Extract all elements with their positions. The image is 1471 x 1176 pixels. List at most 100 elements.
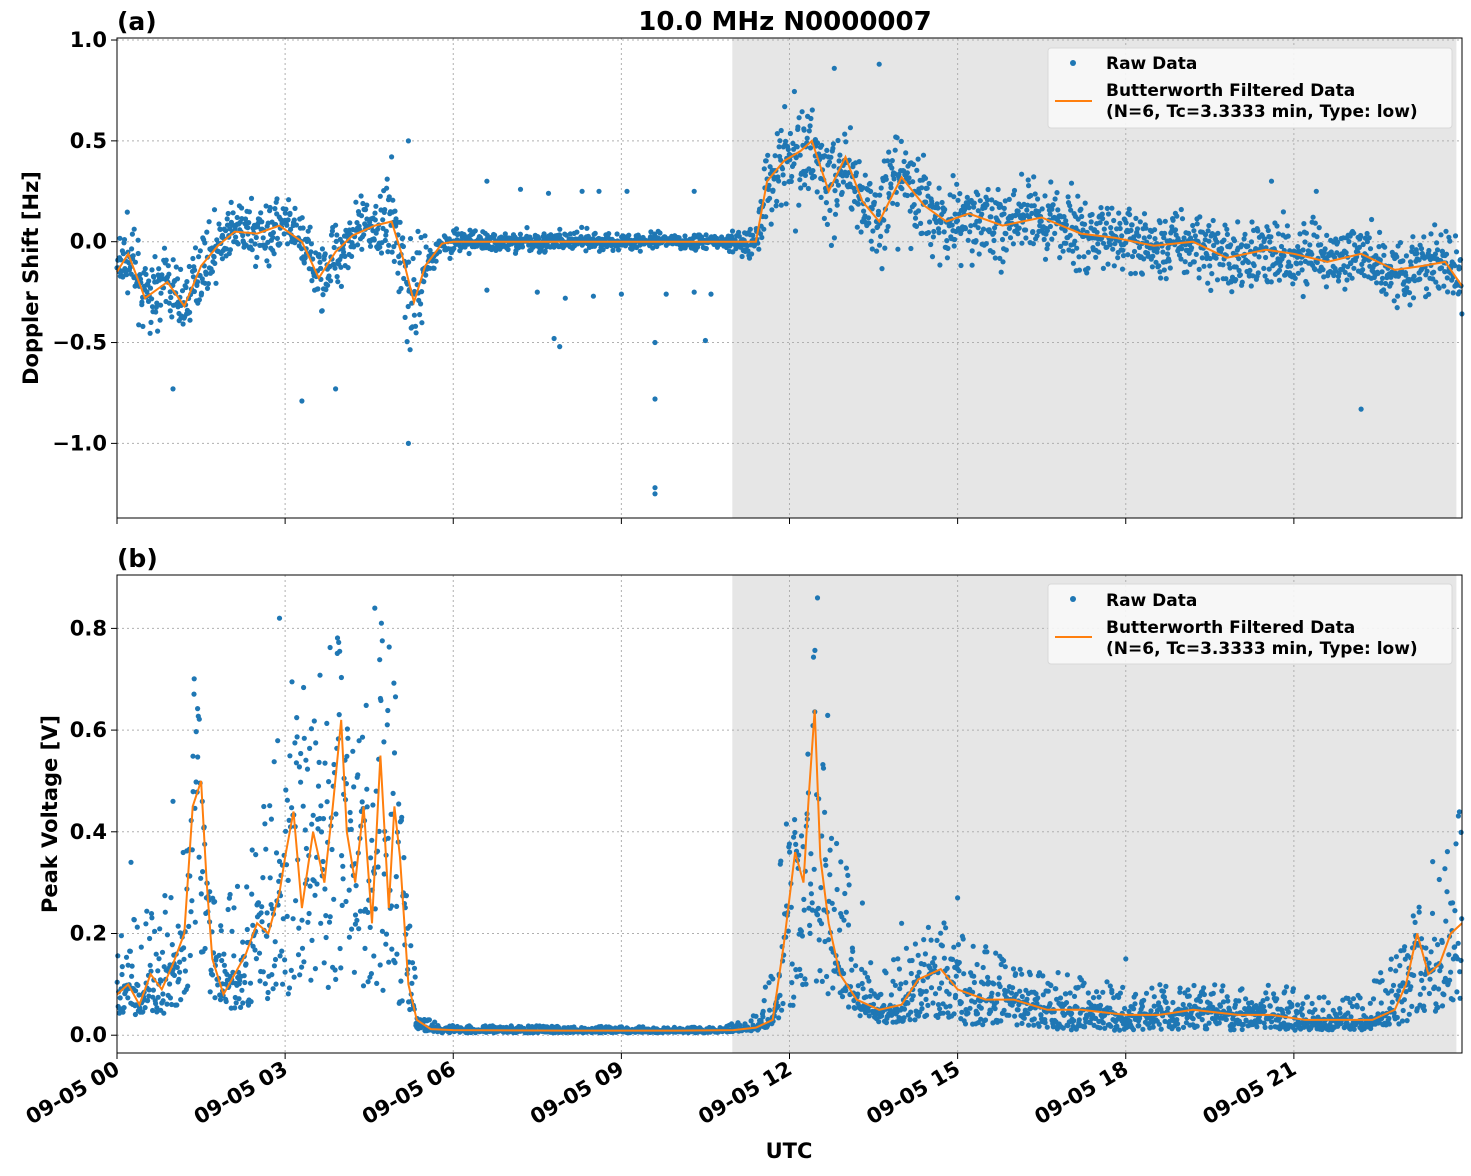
- raw-data-point: [993, 255, 998, 260]
- raw-data-point: [274, 850, 279, 855]
- raw-data-point: [832, 907, 837, 912]
- raw-data-point: [1426, 248, 1431, 253]
- raw-data-point: [189, 898, 194, 903]
- raw-data-point: [1084, 270, 1089, 275]
- raw-data-outlier: [552, 336, 557, 341]
- raw-data-point: [199, 891, 204, 896]
- raw-data-point: [1000, 237, 1005, 242]
- raw-data-point: [1009, 990, 1014, 995]
- raw-data-point: [324, 721, 329, 726]
- raw-data-point: [124, 955, 129, 960]
- raw-data-point: [1217, 1020, 1222, 1025]
- raw-data-point: [1221, 238, 1226, 243]
- raw-data-point: [740, 254, 745, 259]
- raw-data-point: [273, 957, 278, 962]
- raw-data-point: [289, 805, 294, 810]
- raw-data-point: [313, 740, 318, 745]
- raw-data-point: [242, 980, 247, 985]
- raw-data-point: [167, 981, 172, 986]
- raw-data-point: [951, 194, 956, 199]
- raw-data-point: [799, 929, 804, 934]
- raw-data-point: [258, 210, 263, 215]
- raw-data-point: [799, 833, 804, 838]
- raw-data-point: [1351, 231, 1356, 236]
- raw-data-point: [789, 174, 794, 179]
- raw-data-point: [1003, 231, 1008, 236]
- raw-data-point: [239, 205, 244, 210]
- raw-data-point: [1269, 279, 1274, 284]
- raw-data-point: [1161, 989, 1166, 994]
- raw-data-point: [840, 190, 845, 195]
- raw-data-point: [1437, 286, 1442, 291]
- raw-data-point: [1412, 274, 1417, 279]
- raw-data-point: [392, 209, 397, 214]
- raw-data-point: [1207, 263, 1212, 268]
- raw-data-point: [897, 986, 902, 991]
- raw-data-point: [347, 888, 352, 893]
- raw-data-point: [318, 921, 323, 926]
- raw-data-point: [296, 926, 301, 931]
- raw-data-point: [387, 644, 392, 649]
- raw-data-point: [1127, 212, 1132, 217]
- raw-data-point: [1191, 983, 1196, 988]
- raw-data-point: [1256, 270, 1261, 275]
- raw-data-point: [760, 1014, 765, 1019]
- raw-data-point: [821, 766, 826, 771]
- raw-data-point: [937, 186, 942, 191]
- raw-data-point: [158, 291, 163, 296]
- raw-data-point: [1314, 234, 1319, 239]
- raw-data-point: [970, 263, 975, 268]
- raw-data-point: [767, 196, 772, 201]
- raw-data-point: [808, 145, 813, 150]
- raw-data-point: [978, 198, 983, 203]
- raw-data-point: [866, 221, 871, 226]
- raw-data-point: [1053, 986, 1058, 991]
- raw-data-point: [252, 947, 257, 952]
- raw-data-point: [808, 123, 813, 128]
- raw-data-point: [1201, 985, 1206, 990]
- raw-data-point: [156, 956, 161, 961]
- raw-data-point: [1214, 256, 1219, 261]
- raw-data-point: [1235, 219, 1240, 224]
- raw-data-point: [963, 226, 968, 231]
- raw-data-point: [291, 916, 296, 921]
- raw-data-outlier: [624, 189, 629, 194]
- raw-data-point: [1048, 1001, 1053, 1006]
- raw-data-point: [931, 229, 936, 234]
- raw-data-point: [784, 201, 789, 206]
- raw-data-point: [1240, 1027, 1245, 1032]
- raw-data-point: [1192, 259, 1197, 264]
- raw-data-point: [837, 158, 842, 163]
- raw-data-point: [781, 172, 786, 177]
- raw-data-point: [187, 310, 192, 315]
- raw-data-point: [1142, 211, 1147, 216]
- raw-data-point: [835, 887, 840, 892]
- raw-data-point: [492, 233, 497, 238]
- raw-data-point: [1096, 250, 1101, 255]
- raw-data-point: [876, 1019, 881, 1024]
- raw-data-point: [1035, 196, 1040, 201]
- raw-data-point: [849, 957, 854, 962]
- raw-data-point: [175, 276, 180, 281]
- raw-data-point: [286, 878, 291, 883]
- raw-data-point: [1254, 1024, 1259, 1029]
- y-tick-label: −1.0: [52, 431, 107, 455]
- raw-data-point: [1382, 245, 1387, 250]
- raw-data-point: [412, 966, 417, 971]
- raw-data-point: [392, 259, 397, 264]
- raw-data-point: [1344, 250, 1349, 255]
- raw-data-point: [301, 225, 306, 230]
- raw-data-point: [403, 315, 408, 320]
- raw-data-point: [262, 821, 267, 826]
- raw-data-point: [325, 799, 330, 804]
- raw-data-point: [407, 924, 412, 929]
- raw-data-point: [925, 1003, 930, 1008]
- raw-data-point: [761, 1009, 766, 1014]
- raw-data-point: [790, 1003, 795, 1008]
- raw-data-point: [162, 893, 167, 898]
- raw-data-point: [913, 216, 918, 221]
- raw-data-outlier: [1314, 189, 1319, 194]
- raw-data-point: [859, 229, 864, 234]
- raw-data-point: [1116, 211, 1121, 216]
